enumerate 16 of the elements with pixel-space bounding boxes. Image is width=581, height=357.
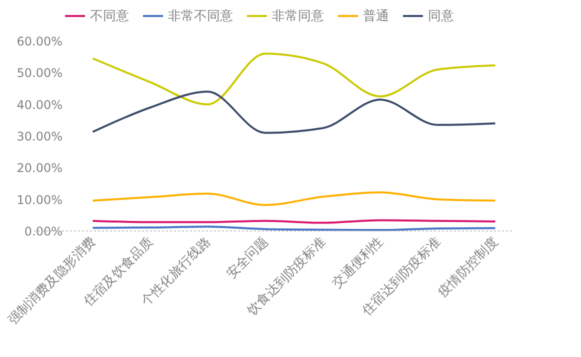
x-tick-label: 安全问题 <box>223 234 272 282</box>
y-tick-label: 30.00% <box>16 130 62 144</box>
y-tick-label: 40.00% <box>16 98 62 112</box>
line-series <box>92 191 496 206</box>
legend-label: 非常同意 <box>272 9 324 24</box>
legend-label: 同意 <box>428 9 454 24</box>
y-tick-label: 10.00% <box>16 192 62 207</box>
line-series <box>92 52 496 106</box>
legend-label: 非常不同意 <box>168 9 233 24</box>
y-tick-label: 0.00% <box>24 224 62 238</box>
y-tick-label: 20.00% <box>16 161 62 176</box>
y-tick-label: 60.00% <box>16 34 62 48</box>
line-series <box>92 90 496 134</box>
y-tick-label: 50.00% <box>16 66 62 80</box>
legend-label: 不同意 <box>90 9 129 24</box>
legend-label: 普通 <box>363 8 389 24</box>
